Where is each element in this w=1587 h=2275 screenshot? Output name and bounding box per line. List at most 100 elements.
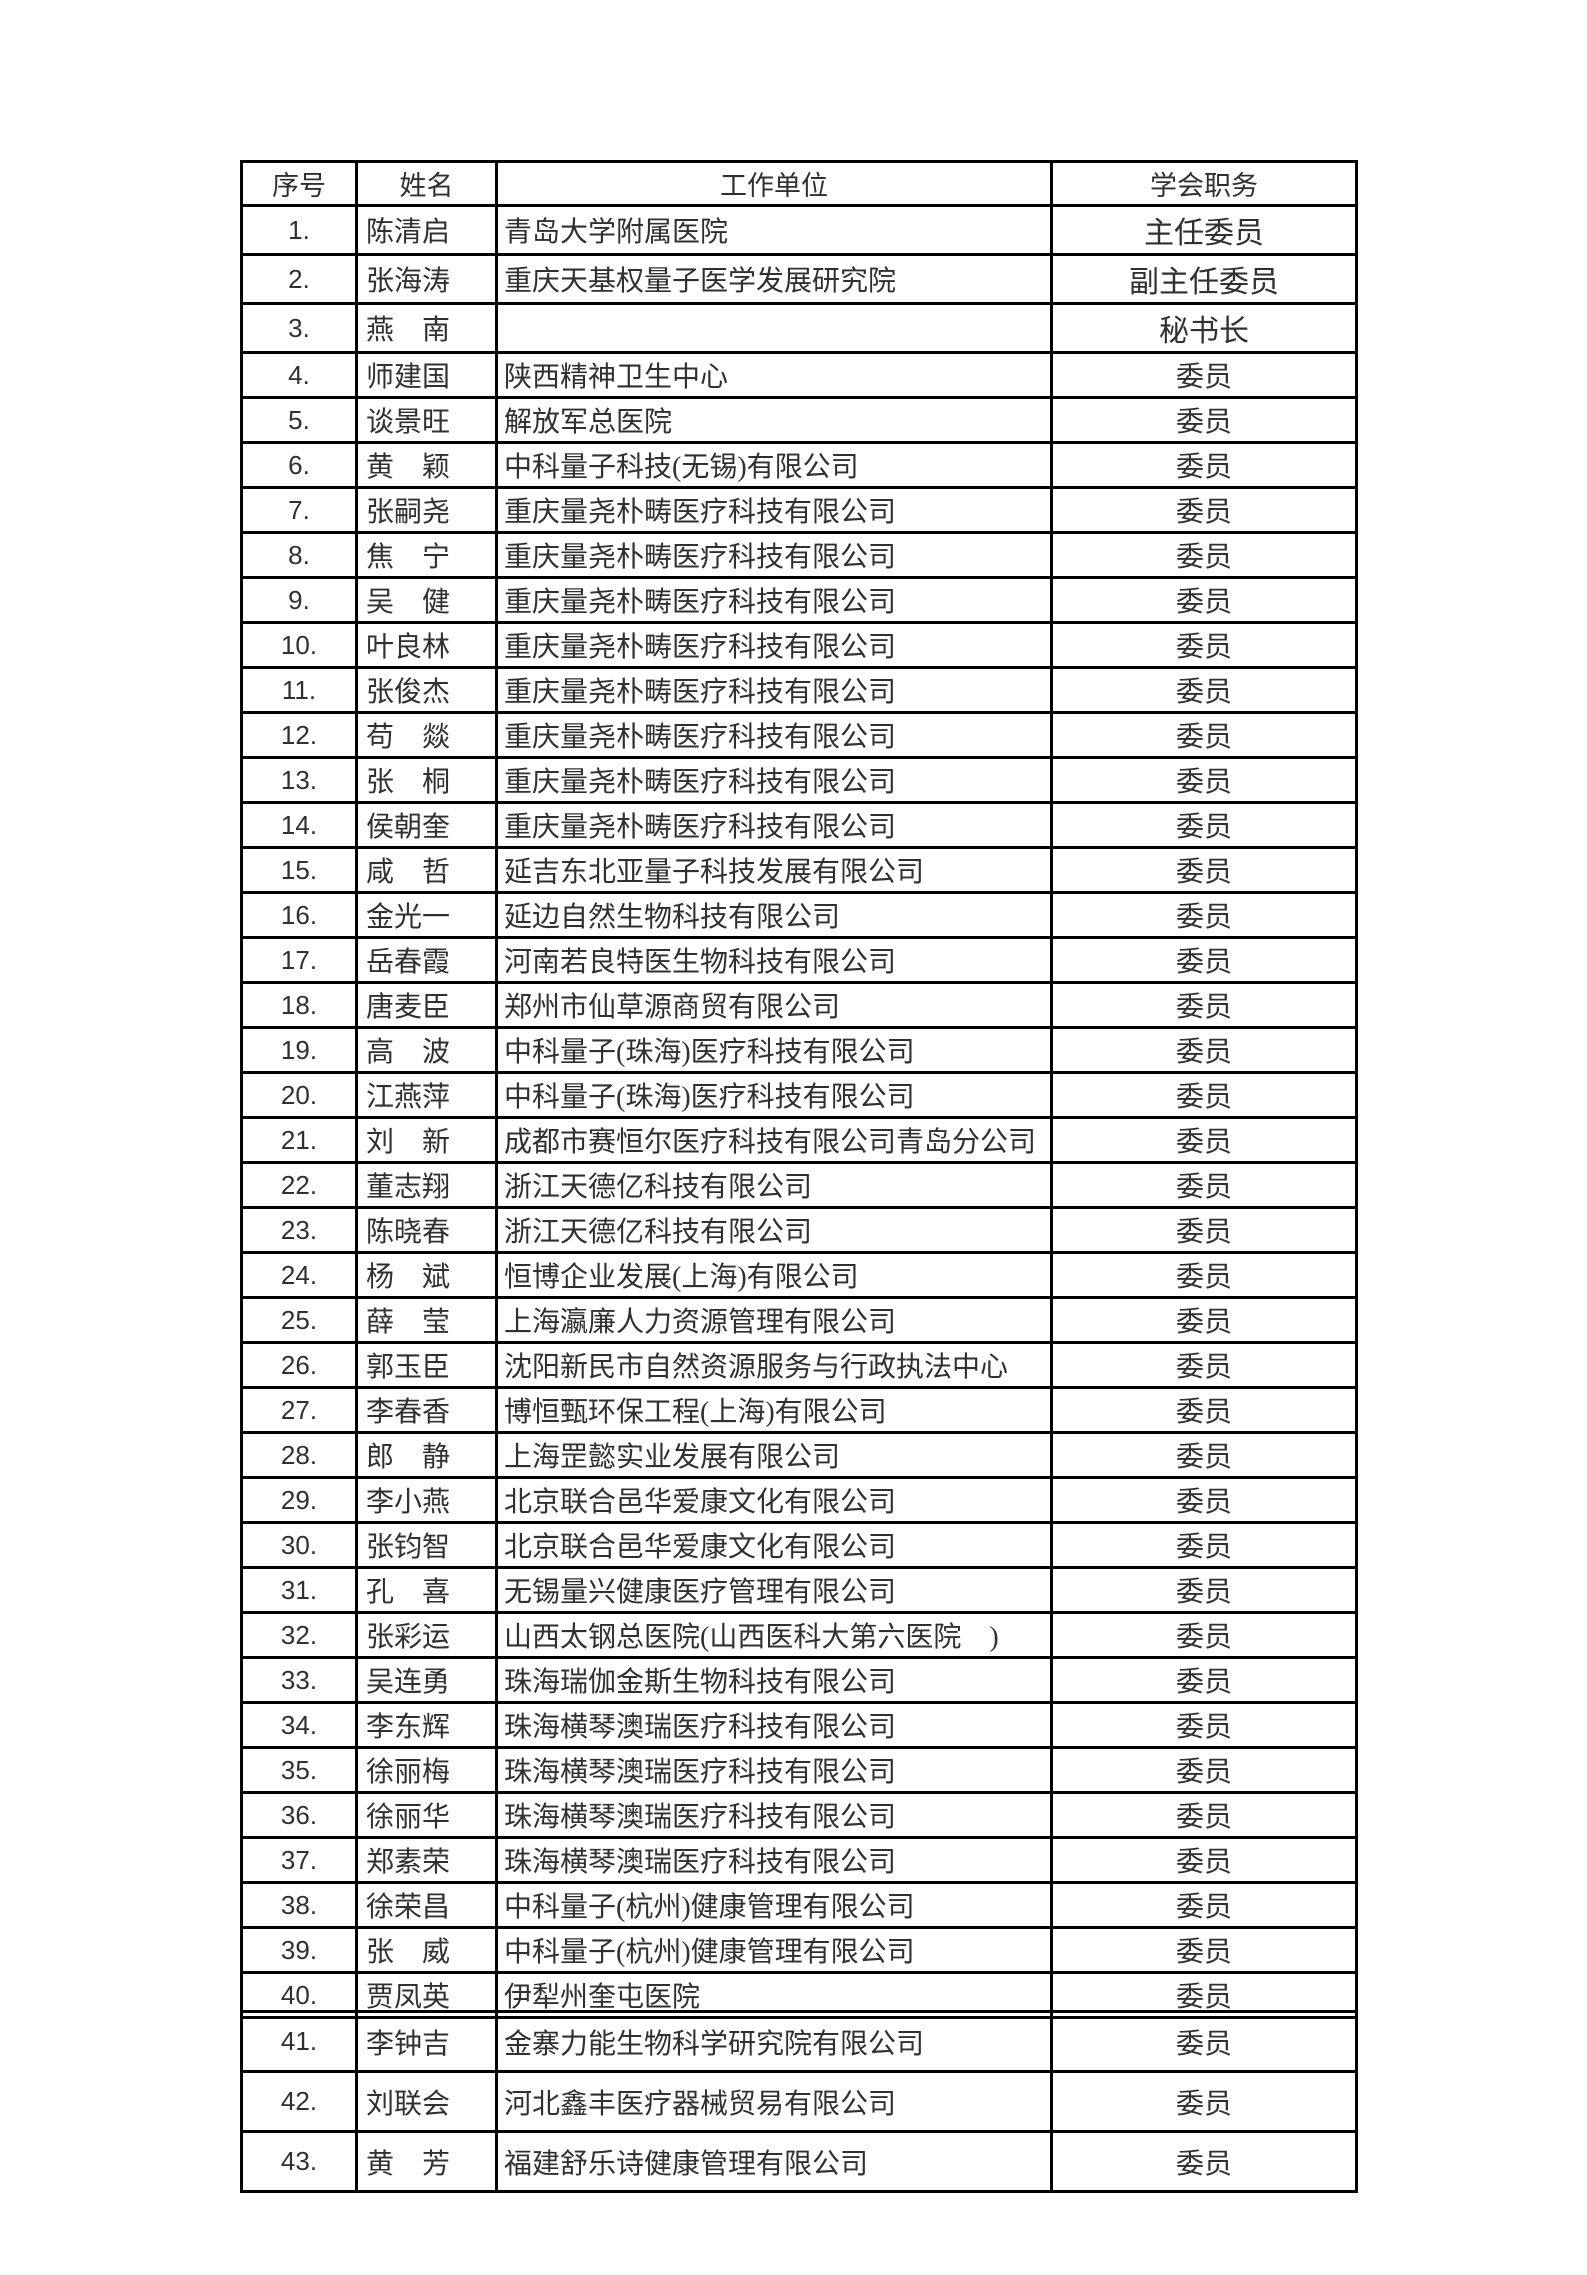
members-table-continued: 41. 李钟吉 金寨力能生物科学研究院有限公司 委员 42. 刘联会 河北鑫丰医… bbox=[240, 2010, 1358, 2193]
unit-cell: 重庆量尧朴畴医疗科技有限公司 bbox=[495, 711, 1053, 759]
role-cell: 委员 bbox=[1050, 1296, 1358, 1344]
table-row: 8. 焦 宁 重庆量尧朴畴医疗科技有限公司 委员 bbox=[240, 531, 1358, 579]
role-cell: 委员 bbox=[1050, 2010, 1358, 2073]
role-cell: 委员 bbox=[1050, 1341, 1358, 1389]
role-cell: 委员 bbox=[1050, 531, 1358, 579]
row-index-cell: 16. bbox=[240, 891, 358, 939]
table-row: 5. 谈景旺 解放军总医院 委员 bbox=[240, 396, 1358, 444]
row-index-cell: 38. bbox=[240, 1881, 358, 1929]
table-row: 30. 张钧智 北京联合邑华爱康文化有限公司 委员 bbox=[240, 1521, 1358, 1569]
table-row: 38. 徐荣昌 中科量子(杭州)健康管理有限公司 委员 bbox=[240, 1881, 1358, 1929]
row-index-cell: 3. bbox=[240, 302, 358, 354]
row-index-cell: 37. bbox=[240, 1836, 358, 1884]
unit-cell: 北京联合邑华爱康文化有限公司 bbox=[495, 1521, 1053, 1569]
row-index-cell: 4. bbox=[240, 351, 358, 399]
name-cell: 陈晓春 bbox=[355, 1206, 498, 1254]
members-table-main: 序号 姓名 工作单位 学会职务 1. 陈清启 青岛大学附属医院 主任委员 2. … bbox=[240, 160, 1358, 2019]
row-index-cell: 12. bbox=[240, 711, 358, 759]
role-cell: 委员 bbox=[1050, 2070, 1358, 2133]
row-index-cell: 29. bbox=[240, 1476, 358, 1524]
unit-cell: 郑州市仙草源商贸有限公司 bbox=[495, 981, 1053, 1029]
header-role: 学会职务 bbox=[1050, 160, 1358, 207]
table-row: 32. 张彩运 山西太钢总医院(山西医科大第六医院 ) 委员 bbox=[240, 1611, 1358, 1659]
table-row: 13. 张 桐 重庆量尧朴畴医疗科技有限公司 委员 bbox=[240, 756, 1358, 804]
unit-cell: 河北鑫丰医疗器械贸易有限公司 bbox=[495, 2070, 1053, 2133]
name-cell: 李小燕 bbox=[355, 1476, 498, 1524]
table-row: 15. 咸 哲 延吉东北亚量子科技发展有限公司 委员 bbox=[240, 846, 1358, 894]
unit-cell: 上海罡懿实业发展有限公司 bbox=[495, 1431, 1053, 1479]
row-index-cell: 10. bbox=[240, 621, 358, 669]
name-cell: 师建国 bbox=[355, 351, 498, 399]
row-index-cell: 24. bbox=[240, 1251, 358, 1299]
unit-cell: 沈阳新民市自然资源服务与行政执法中心 bbox=[495, 1341, 1053, 1389]
table-row: 43. 黄 芳 福建舒乐诗健康管理有限公司 委员 bbox=[240, 2130, 1358, 2193]
table-row: 18. 唐麦臣 郑州市仙草源商贸有限公司 委员 bbox=[240, 981, 1358, 1029]
table-row: 1. 陈清启 青岛大学附属医院 主任委员 bbox=[240, 204, 1358, 256]
table-row: 19. 高 波 中科量子(珠海)医疗科技有限公司 委员 bbox=[240, 1026, 1358, 1074]
role-cell: 委员 bbox=[1050, 1251, 1358, 1299]
unit-cell: 浙江天德亿科技有限公司 bbox=[495, 1206, 1053, 1254]
unit-cell: 重庆量尧朴畴医疗科技有限公司 bbox=[495, 486, 1053, 534]
name-cell: 谈景旺 bbox=[355, 396, 498, 444]
role-cell: 委员 bbox=[1050, 576, 1358, 624]
unit-cell: 解放军总医院 bbox=[495, 396, 1053, 444]
name-cell: 唐麦臣 bbox=[355, 981, 498, 1029]
name-cell: 贾凤英 bbox=[355, 1971, 498, 2019]
role-cell: 委员 bbox=[1050, 801, 1358, 849]
table-row: 26. 郭玉臣 沈阳新民市自然资源服务与行政执法中心 委员 bbox=[240, 1341, 1358, 1389]
name-cell: 李东辉 bbox=[355, 1701, 498, 1749]
unit-cell: 珠海横琴澳瑞医疗科技有限公司 bbox=[495, 1836, 1053, 1884]
role-cell: 委员 bbox=[1050, 1746, 1358, 1794]
unit-cell: 中科量子(杭州)健康管理有限公司 bbox=[495, 1926, 1053, 1974]
name-cell: 金光一 bbox=[355, 891, 498, 939]
unit-cell: 上海瀛廉人力资源管理有限公司 bbox=[495, 1296, 1053, 1344]
header-name: 姓名 bbox=[355, 160, 498, 207]
table-row: 14. 侯朝奎 重庆量尧朴畴医疗科技有限公司 委员 bbox=[240, 801, 1358, 849]
unit-cell: 山西太钢总医院(山西医科大第六医院 ) bbox=[495, 1611, 1053, 1659]
table-row: 12. 苟 燚 重庆量尧朴畴医疗科技有限公司 委员 bbox=[240, 711, 1358, 759]
role-cell: 委员 bbox=[1050, 1386, 1358, 1434]
role-cell: 委员 bbox=[1050, 1611, 1358, 1659]
role-cell: 委员 bbox=[1050, 1881, 1358, 1929]
unit-cell: 河南若良特医生物科技有限公司 bbox=[495, 936, 1053, 984]
table-row: 21. 刘 新 成都市赛恒尔医疗科技有限公司青岛分公司 委员 bbox=[240, 1116, 1358, 1164]
name-cell: 刘 新 bbox=[355, 1116, 498, 1164]
row-index-cell: 13. bbox=[240, 756, 358, 804]
role-cell: 委员 bbox=[1050, 981, 1358, 1029]
row-index-cell: 30. bbox=[240, 1521, 358, 1569]
row-index-cell: 8. bbox=[240, 531, 358, 579]
name-cell: 苟 燚 bbox=[355, 711, 498, 759]
role-cell: 主任委员 bbox=[1050, 204, 1358, 256]
role-cell: 委员 bbox=[1050, 1656, 1358, 1704]
name-cell: 燕 南 bbox=[355, 302, 498, 354]
role-cell: 委员 bbox=[1050, 441, 1358, 489]
name-cell: 张 桐 bbox=[355, 756, 498, 804]
unit-cell: 福建舒乐诗健康管理有限公司 bbox=[495, 2130, 1053, 2193]
unit-cell: 重庆量尧朴畴医疗科技有限公司 bbox=[495, 576, 1053, 624]
role-cell: 委员 bbox=[1050, 351, 1358, 399]
table-row: 25. 薛 莹 上海瀛廉人力资源管理有限公司 委员 bbox=[240, 1296, 1358, 1344]
unit-cell: 中科量子(珠海)医疗科技有限公司 bbox=[495, 1071, 1053, 1119]
unit-cell: 恒博企业发展(上海)有限公司 bbox=[495, 1251, 1053, 1299]
row-index-cell: 17. bbox=[240, 936, 358, 984]
table-row: 42. 刘联会 河北鑫丰医疗器械贸易有限公司 委员 bbox=[240, 2070, 1358, 2133]
unit-cell: 重庆量尧朴畴医疗科技有限公司 bbox=[495, 666, 1053, 714]
row-index-cell: 33. bbox=[240, 1656, 358, 1704]
unit-cell: 重庆量尧朴畴医疗科技有限公司 bbox=[495, 756, 1053, 804]
row-index-cell: 9. bbox=[240, 576, 358, 624]
table-row: 2. 张海涛 重庆天基权量子医学发展研究院 副主任委员 bbox=[240, 253, 1358, 305]
table-row: 34. 李东辉 珠海横琴澳瑞医疗科技有限公司 委员 bbox=[240, 1701, 1358, 1749]
role-cell: 秘书长 bbox=[1050, 302, 1358, 354]
table-row: 17. 岳春霞 河南若良特医生物科技有限公司 委员 bbox=[240, 936, 1358, 984]
role-cell: 委员 bbox=[1050, 1476, 1358, 1524]
name-cell: 岳春霞 bbox=[355, 936, 498, 984]
name-cell: 江燕萍 bbox=[355, 1071, 498, 1119]
role-cell: 委员 bbox=[1050, 666, 1358, 714]
unit-cell: 金寨力能生物科学研究院有限公司 bbox=[495, 2010, 1053, 2073]
table-row: 41. 李钟吉 金寨力能生物科学研究院有限公司 委员 bbox=[240, 2010, 1358, 2073]
row-index-cell: 19. bbox=[240, 1026, 358, 1074]
table-row: 35. 徐丽梅 珠海横琴澳瑞医疗科技有限公司 委员 bbox=[240, 1746, 1358, 1794]
unit-cell: 珠海横琴澳瑞医疗科技有限公司 bbox=[495, 1791, 1053, 1839]
row-index-cell: 39. bbox=[240, 1926, 358, 1974]
